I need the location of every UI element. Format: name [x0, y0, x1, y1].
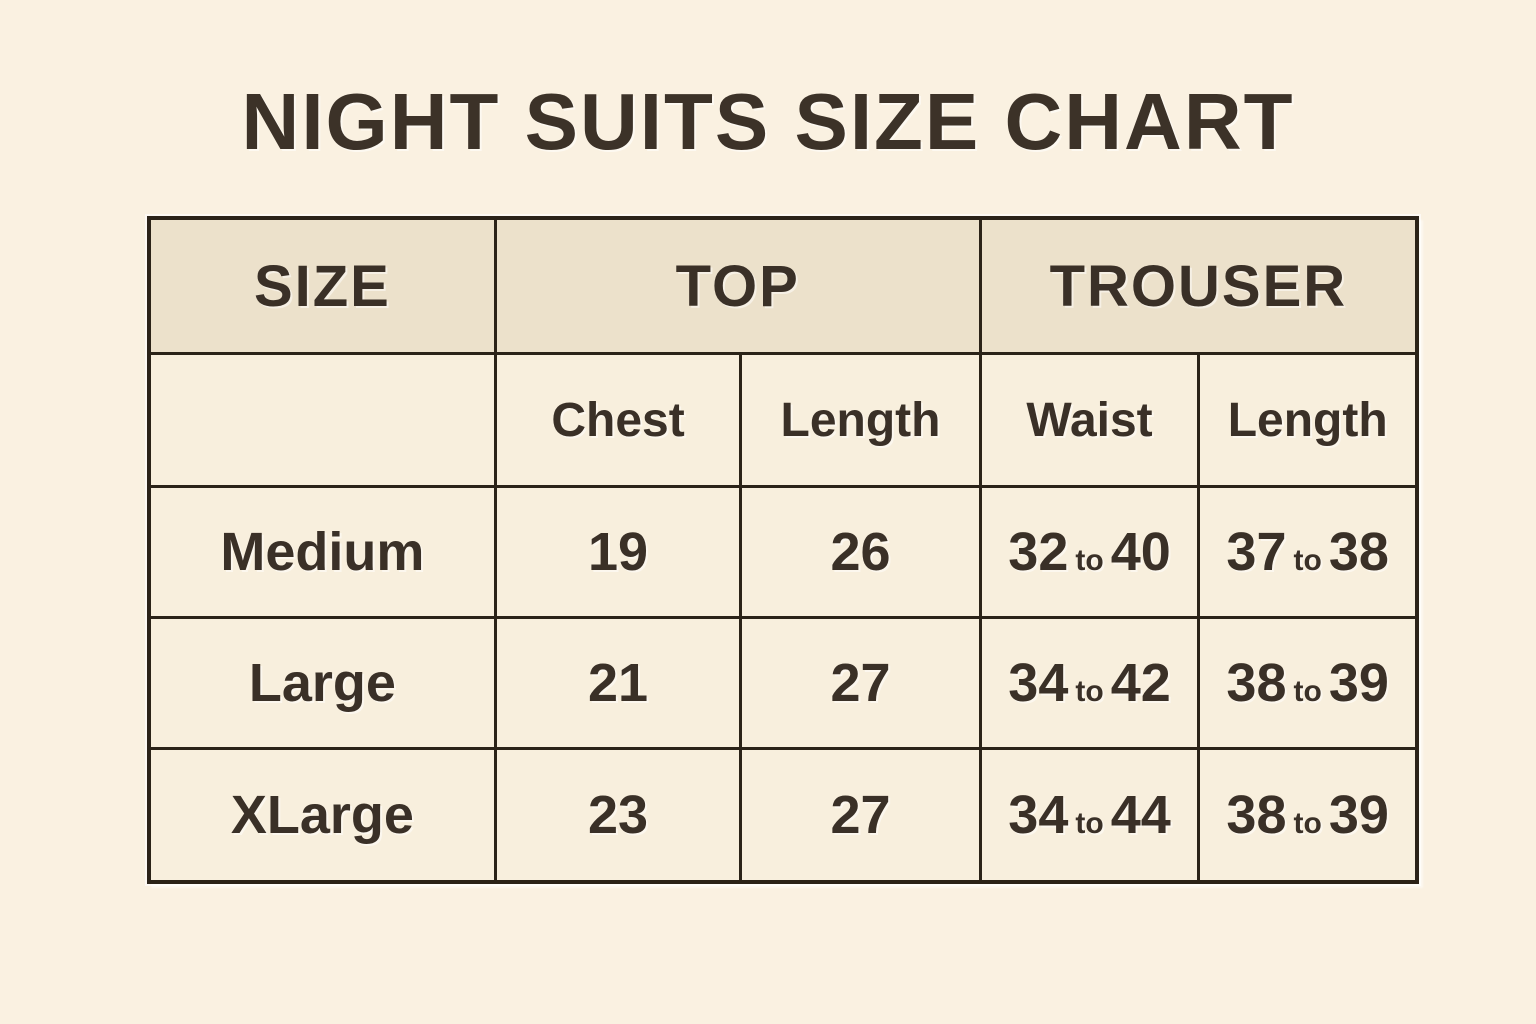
range-separator: to	[1293, 543, 1322, 577]
row-large-trouser-length: 38 to 39	[1200, 619, 1415, 750]
range-min: 38	[1226, 784, 1287, 845]
row-medium-top-length: 26	[742, 487, 982, 620]
row-xlarge-trouser-length: 38 to 39	[1200, 749, 1415, 880]
range-max: 42	[1110, 652, 1171, 713]
range-min: 37	[1226, 521, 1287, 582]
range-separator: to	[1075, 674, 1104, 708]
row-xlarge-top-length: 27	[742, 749, 982, 880]
range-min: 38	[1226, 652, 1287, 713]
header-trouser: TROUSER	[981, 220, 1415, 356]
header-top: TOP	[496, 220, 982, 356]
row-xlarge-waist: 34 to 44	[981, 749, 1201, 880]
row-medium-trouser-length: 37 to 38	[1200, 487, 1415, 620]
subheader-waist: Waist	[981, 355, 1201, 488]
header-size: SIZE	[151, 220, 497, 356]
row-large-waist: 34 to 42	[981, 619, 1201, 750]
waist-range: 34 to 44	[1008, 784, 1170, 846]
range-separator: to	[1293, 806, 1322, 840]
waist-range: 34 to 42	[1008, 652, 1170, 714]
subheader-size-empty	[151, 355, 497, 488]
trouser-length-range: 38 to 39	[1226, 784, 1388, 846]
subheader-chest: Chest	[496, 355, 743, 488]
row-large-top-length: 27	[742, 619, 982, 750]
range-separator: to	[1075, 543, 1104, 577]
row-large-chest: 21	[496, 619, 743, 750]
range-max: 38	[1328, 521, 1389, 582]
range-min: 34	[1008, 652, 1069, 713]
range-min: 34	[1008, 784, 1069, 845]
page-title: NIGHT SUITS SIZE CHART	[241, 77, 1295, 166]
subheader-top-length: Length	[742, 355, 982, 488]
row-medium-chest: 19	[496, 487, 743, 620]
row-medium-size: Medium	[151, 487, 497, 620]
range-max: 40	[1110, 521, 1171, 582]
range-max: 39	[1328, 784, 1389, 845]
range-min: 32	[1008, 521, 1069, 582]
range-separator: to	[1075, 806, 1104, 840]
waist-range: 32 to 40	[1008, 521, 1170, 583]
row-medium-waist: 32 to 40	[981, 487, 1201, 620]
range-max: 39	[1328, 652, 1389, 713]
size-chart-table: SIZE TOP TROUSER Chest Length Waist Leng…	[147, 216, 1419, 884]
range-separator: to	[1293, 674, 1322, 708]
row-xlarge-size: XLarge	[151, 749, 497, 880]
trouser-length-range: 37 to 38	[1226, 521, 1388, 583]
row-xlarge-chest: 23	[496, 749, 743, 880]
row-large-size: Large	[151, 619, 497, 750]
subheader-trouser-length: Length	[1200, 355, 1415, 488]
trouser-length-range: 38 to 39	[1226, 652, 1388, 714]
range-max: 44	[1110, 784, 1171, 845]
